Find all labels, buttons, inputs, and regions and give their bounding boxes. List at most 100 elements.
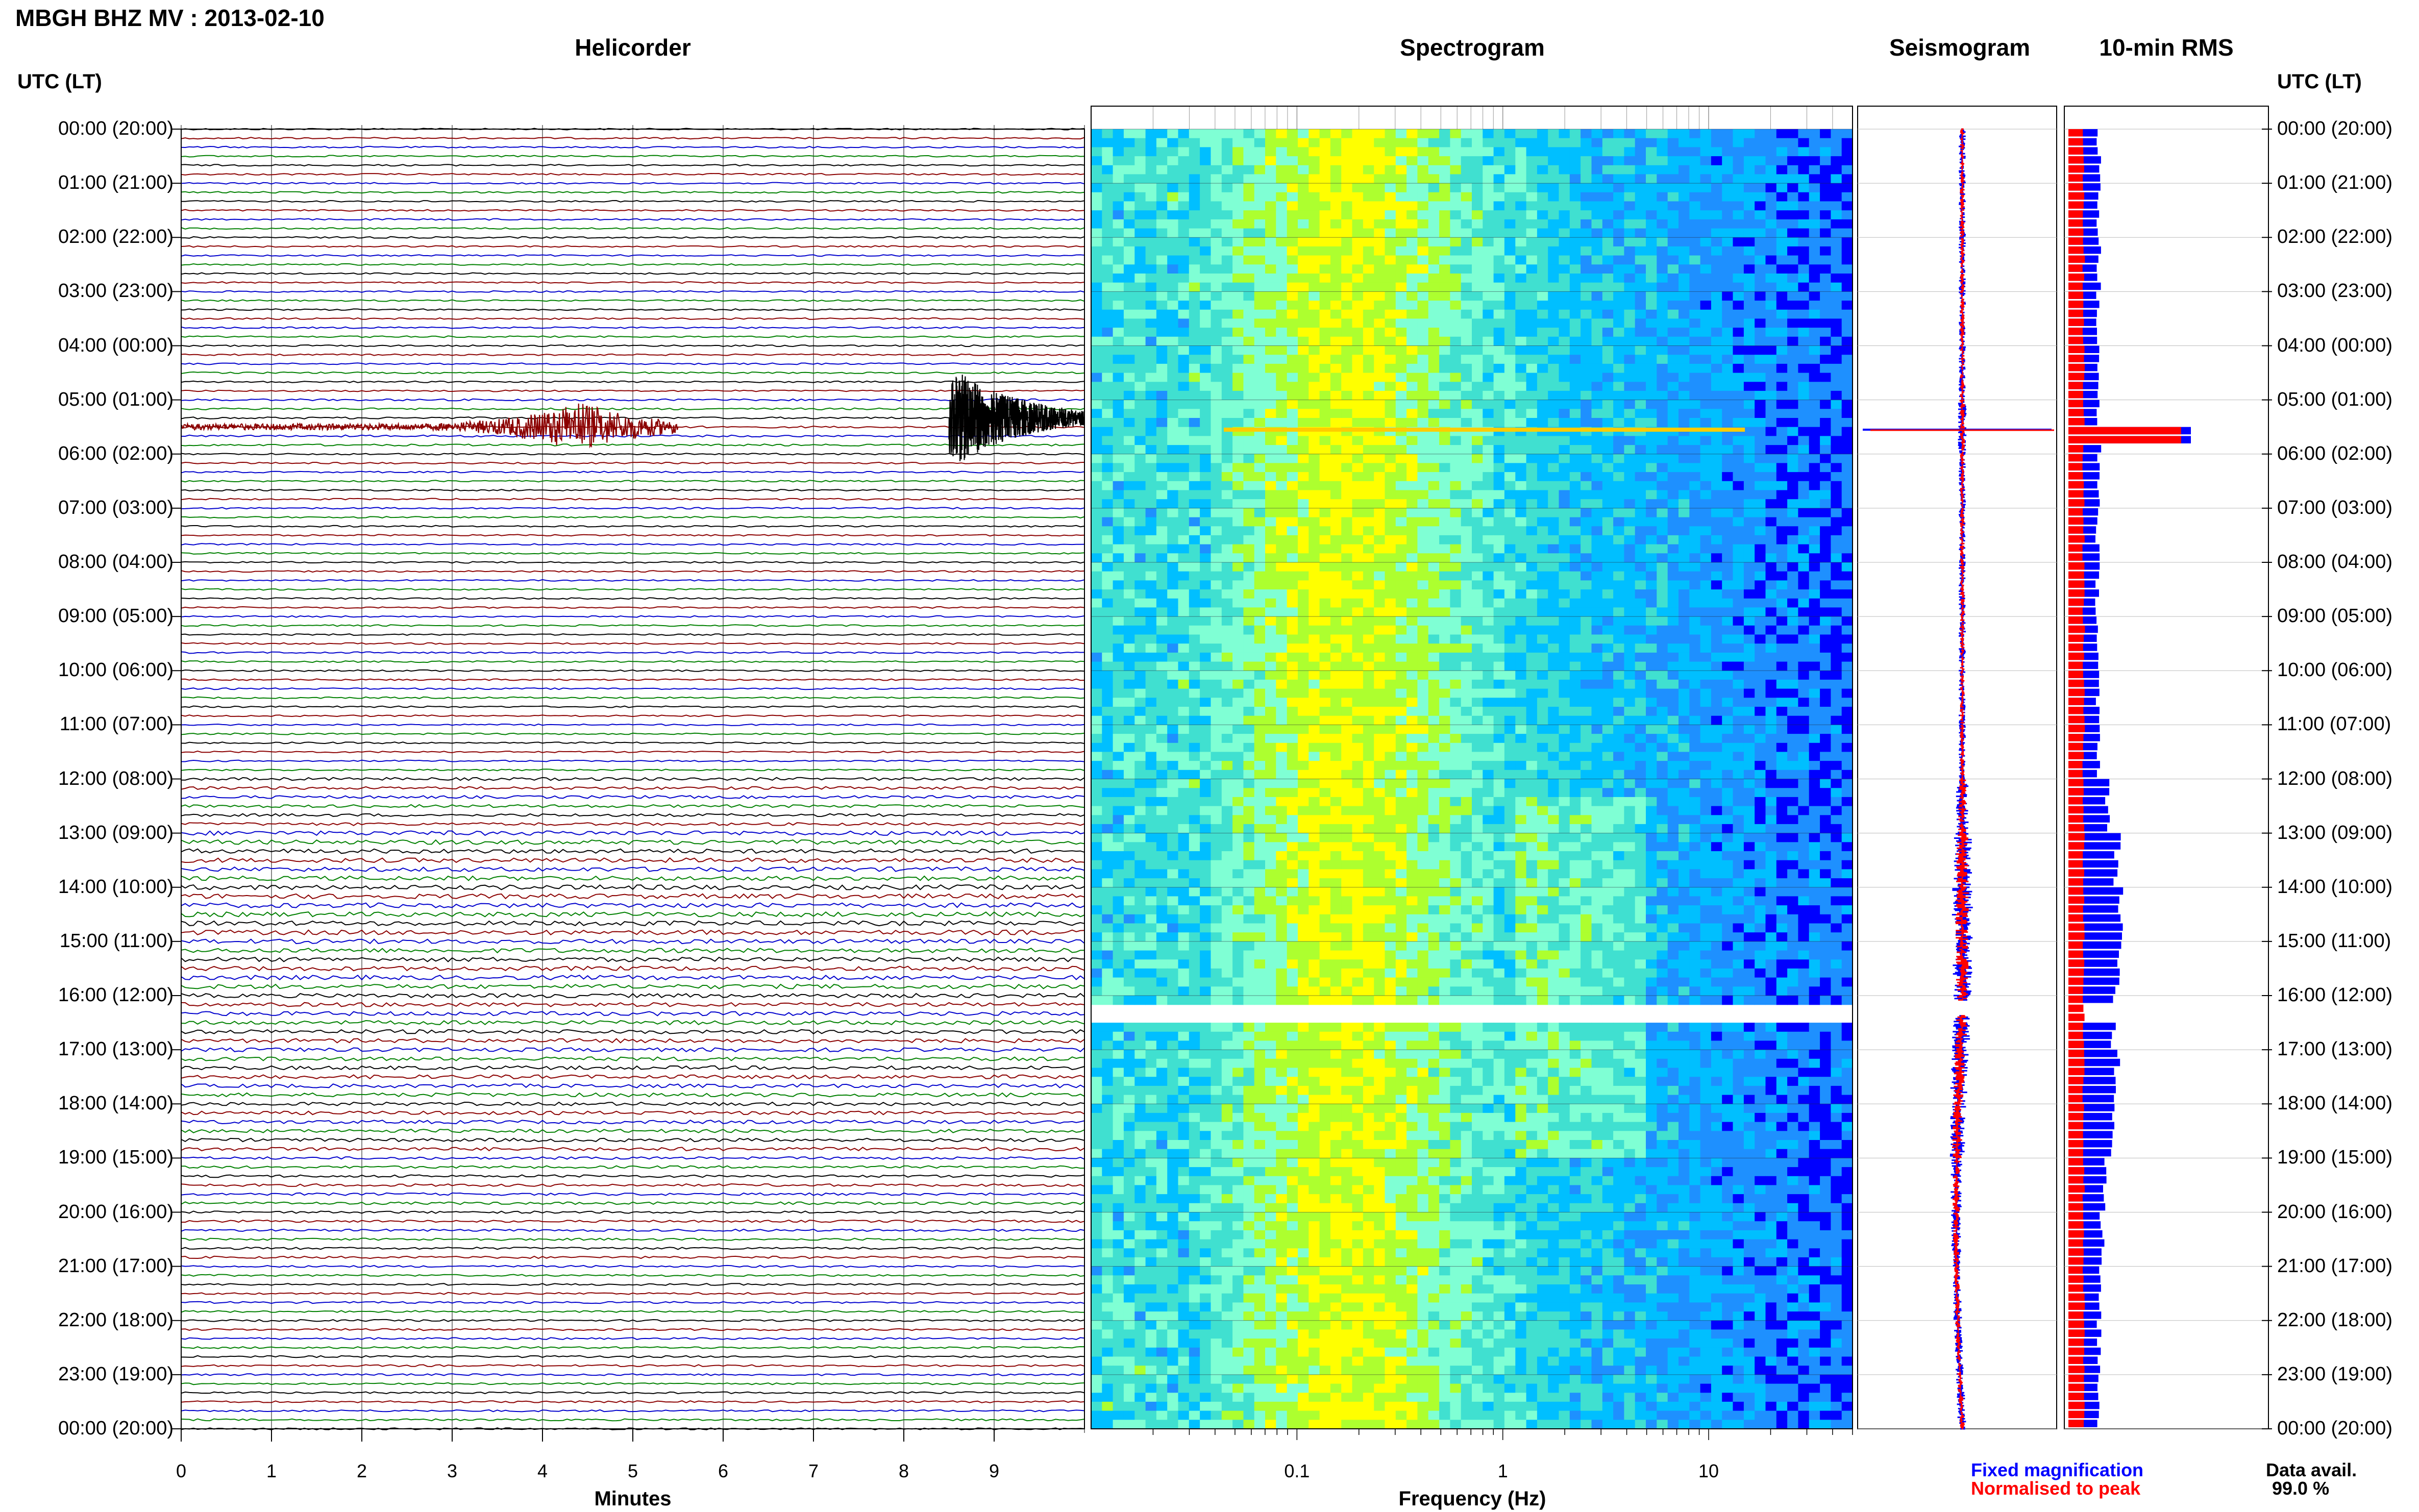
spectrogram-cell bbox=[1809, 282, 1820, 292]
spectrogram-cell bbox=[1657, 589, 1668, 599]
spectrogram-cell bbox=[1493, 165, 1505, 175]
spectrogram-cell bbox=[1211, 625, 1222, 635]
spectrogram-cell bbox=[1232, 156, 1244, 166]
spectrogram-cell bbox=[1559, 589, 1570, 599]
spectrogram-cell bbox=[1221, 336, 1233, 346]
spectrogram-cell bbox=[1123, 526, 1135, 536]
spectrogram-cell bbox=[1613, 201, 1624, 211]
spectrogram-cell bbox=[1679, 508, 1690, 518]
spectrogram-cell bbox=[1276, 282, 1288, 292]
spectrogram-cell bbox=[1743, 219, 1755, 229]
spectrogram-cell bbox=[1700, 643, 1712, 653]
spectrogram-cell bbox=[1537, 165, 1548, 175]
spectrogram-cell bbox=[1722, 355, 1734, 364]
spectrogram-cell bbox=[1450, 725, 1462, 734]
spectrogram-cell bbox=[1515, 643, 1527, 653]
spectrogram-cell bbox=[1123, 309, 1135, 319]
spectrogram-cell bbox=[1493, 147, 1505, 157]
spectrogram-cell bbox=[1232, 472, 1244, 482]
spectrogram-cell bbox=[1559, 535, 1570, 545]
spectrogram-cell bbox=[1428, 535, 1440, 545]
spectrogram-cell bbox=[1276, 463, 1288, 473]
spectrogram-cell bbox=[1439, 571, 1450, 581]
spectrogram-cell bbox=[1461, 129, 1472, 139]
spectrogram-cell bbox=[1689, 707, 1701, 716]
spectrogram-cell bbox=[1472, 255, 1483, 265]
spectrogram-cell bbox=[1591, 129, 1603, 139]
spectrogram-cell bbox=[1309, 409, 1320, 418]
spectrogram-cell bbox=[1298, 363, 1309, 374]
spectrogram-cell bbox=[1722, 363, 1734, 374]
spectrogram-cell bbox=[1548, 671, 1560, 680]
spectrogram-cell bbox=[1820, 400, 1831, 409]
spectrogram-cell bbox=[1254, 418, 1266, 428]
spectrogram-cell bbox=[1493, 382, 1505, 391]
spectrogram-cell bbox=[1363, 174, 1374, 184]
spectrogram-cell bbox=[1624, 255, 1636, 265]
spectrogram-cell bbox=[1156, 734, 1168, 743]
spectrogram-cell bbox=[1787, 671, 1798, 680]
spectrogram-cell bbox=[1646, 309, 1657, 319]
spectrogram-cell bbox=[1265, 147, 1276, 157]
spectrogram-cell bbox=[1679, 210, 1690, 220]
spectrogram-cell bbox=[1232, 355, 1244, 364]
spectrogram-cell bbox=[1309, 517, 1320, 527]
spectrogram-cell bbox=[1341, 553, 1353, 563]
spectrogram-cell bbox=[1602, 625, 1614, 635]
spectrogram-cell bbox=[1755, 336, 1766, 346]
spectrogram-cell bbox=[1189, 274, 1200, 283]
spectrogram-cell bbox=[1624, 237, 1636, 247]
time-label-right: 20:00 (16:00) bbox=[2277, 1201, 2393, 1223]
spectrogram-cell bbox=[1341, 725, 1353, 734]
spectrogram-cell bbox=[1298, 643, 1309, 653]
spectrogram-cell bbox=[1189, 165, 1200, 175]
spectrogram-cell bbox=[1265, 598, 1276, 608]
spectrogram-cell bbox=[1439, 219, 1450, 229]
spectrogram-cell bbox=[1254, 544, 1266, 554]
spectrogram-cell bbox=[1798, 652, 1810, 662]
spectrogram-cell bbox=[1265, 400, 1276, 409]
spectrogram-cell bbox=[1700, 671, 1712, 680]
spectrogram-cell bbox=[1559, 688, 1570, 698]
spectrogram-cell bbox=[1200, 490, 1211, 500]
spectrogram-cell bbox=[1341, 264, 1353, 274]
spectrogram-cell bbox=[1602, 192, 1614, 202]
spectrogram-cell bbox=[1841, 255, 1853, 265]
spectrogram-cell bbox=[1733, 715, 1744, 725]
spectrogram-cell bbox=[1711, 580, 1722, 590]
spectrogram-cell bbox=[1679, 418, 1690, 428]
spectrogram-cell bbox=[1743, 580, 1755, 590]
spectrogram-cell bbox=[1123, 282, 1135, 292]
spectrogram-cell bbox=[1776, 264, 1788, 274]
spectrogram-cell bbox=[1309, 210, 1320, 220]
spectrogram-cell bbox=[1559, 661, 1570, 671]
spectrogram-cell bbox=[1319, 607, 1331, 617]
spectrogram-cell bbox=[1374, 336, 1386, 346]
spectrogram-cell bbox=[1667, 201, 1679, 211]
spectrogram-cell bbox=[1298, 535, 1309, 545]
spectrogram-cell bbox=[1613, 409, 1624, 418]
spectrogram-cell bbox=[1254, 237, 1266, 247]
spectrogram-cell bbox=[1809, 634, 1820, 644]
spectrogram-cell bbox=[1733, 517, 1744, 527]
spectrogram-cell bbox=[1134, 698, 1146, 707]
spectrogram-cell bbox=[1406, 174, 1418, 184]
spectrogram-cell bbox=[1765, 707, 1777, 716]
spectrogram-cell bbox=[1809, 490, 1820, 500]
spectrogram-cell bbox=[1123, 183, 1135, 193]
spectrogram-cell bbox=[1309, 147, 1320, 157]
spectrogram-cell bbox=[1689, 698, 1701, 707]
spectrogram-cell bbox=[1841, 345, 1853, 355]
spectrogram-cell bbox=[1537, 174, 1548, 184]
spectrogram-cell bbox=[1385, 598, 1396, 608]
spectrogram-cell bbox=[1569, 734, 1581, 743]
spectrogram-cell bbox=[1200, 580, 1211, 590]
spectrogram-cell bbox=[1385, 616, 1396, 626]
spectrogram-cell bbox=[1722, 318, 1734, 328]
spectrogram-cell bbox=[1200, 517, 1211, 527]
spectrogram-cell bbox=[1450, 517, 1462, 527]
spectrogram-cell bbox=[1667, 183, 1679, 193]
spectrogram-cell bbox=[1330, 698, 1342, 707]
spectrogram-cell bbox=[1417, 382, 1429, 391]
spectrogram-cell bbox=[1733, 671, 1744, 680]
